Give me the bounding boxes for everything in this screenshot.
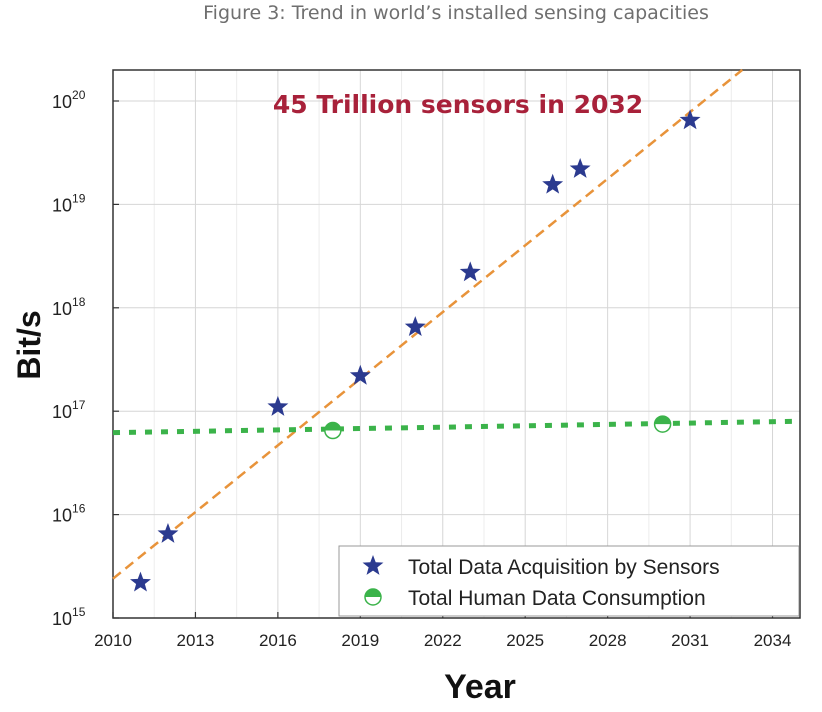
x-tick-label: 2013	[177, 631, 215, 650]
x-tick-label: 2010	[94, 631, 132, 650]
y-tick-exponent: 18	[72, 295, 86, 309]
legend-box	[338, 545, 800, 617]
x-tick-label: 2028	[589, 631, 627, 650]
y-tick-label: 1016	[52, 502, 86, 526]
x-tick-label: 2019	[341, 631, 379, 650]
half-circle-fill	[324, 422, 341, 431]
y-tick-label: 1015	[52, 605, 86, 629]
y-tick-label: 1017	[52, 398, 86, 422]
legend-star-icon	[362, 555, 384, 575]
y-tick-base: 10	[52, 299, 72, 319]
y-tick-base: 10	[52, 195, 72, 215]
y-tick-exponent: 15	[72, 605, 86, 619]
human-trend-line	[112, 418, 801, 436]
chart-annotation: 45 Trillion sensors in 2032	[273, 90, 643, 119]
y-tick-exponent: 20	[72, 88, 86, 102]
half-circle-fill	[654, 416, 671, 425]
x-tick-label: 2016	[259, 631, 297, 650]
y-tick-exponent: 19	[72, 191, 86, 205]
plot-frame	[112, 69, 801, 619]
legend-label-human: Total Human Data Consumption	[408, 587, 706, 610]
y-tick-label: 1020	[52, 88, 86, 112]
y-tick-base: 10	[52, 402, 72, 422]
y-tick-base: 10	[52, 506, 72, 526]
y-tick-base: 10	[52, 92, 72, 112]
half-circle-fill	[365, 589, 381, 597]
sensor-data-point	[267, 395, 289, 416]
legend-star-marker	[362, 555, 384, 575]
y-axis-label: Bit/s	[11, 310, 47, 379]
legend: Total Data Acquisition by Sensors Total …	[338, 545, 800, 617]
x-tick-label: 2034	[754, 631, 792, 650]
y-tick-base: 10	[52, 609, 72, 629]
legend-label-sensors: Total Data Acquisition by Sensors	[408, 556, 720, 579]
sensor-data-point	[459, 261, 481, 282]
sensor-data-point	[569, 157, 591, 178]
sensor-data-point	[349, 364, 371, 385]
human-data-point	[324, 421, 342, 440]
sensor-data-point	[157, 522, 179, 543]
data-points	[130, 109, 701, 592]
x-tick-label: 2022	[424, 631, 462, 650]
human-data-point	[653, 415, 672, 433]
grid-lines	[112, 70, 800, 619]
trend-lines	[112, 68, 801, 580]
sensor-data-point	[404, 316, 426, 337]
y-tick-label: 1019	[52, 191, 86, 215]
x-axis-label: Year	[444, 668, 516, 706]
legend-half-circle-marker	[364, 588, 382, 606]
sensor-data-point	[130, 571, 151, 592]
x-axis-ticks: 2010 2013 2016 2019 2022 2025 2028 2031 2034	[94, 612, 791, 650]
legend-half-circle-icon	[364, 588, 382, 606]
y-tick-label: 1018	[52, 295, 86, 319]
x-tick-label: 2025	[506, 631, 544, 650]
figure-title: Figure 3: Trend in world’s installed sen…	[203, 2, 709, 24]
x-tick-label: 2031	[671, 631, 709, 650]
sensor-data-point	[679, 109, 701, 130]
y-tick-exponent: 17	[72, 398, 86, 412]
sensors-trend-line	[112, 68, 744, 580]
sensor-data-point	[542, 173, 564, 194]
y-tick-exponent: 16	[72, 502, 86, 516]
